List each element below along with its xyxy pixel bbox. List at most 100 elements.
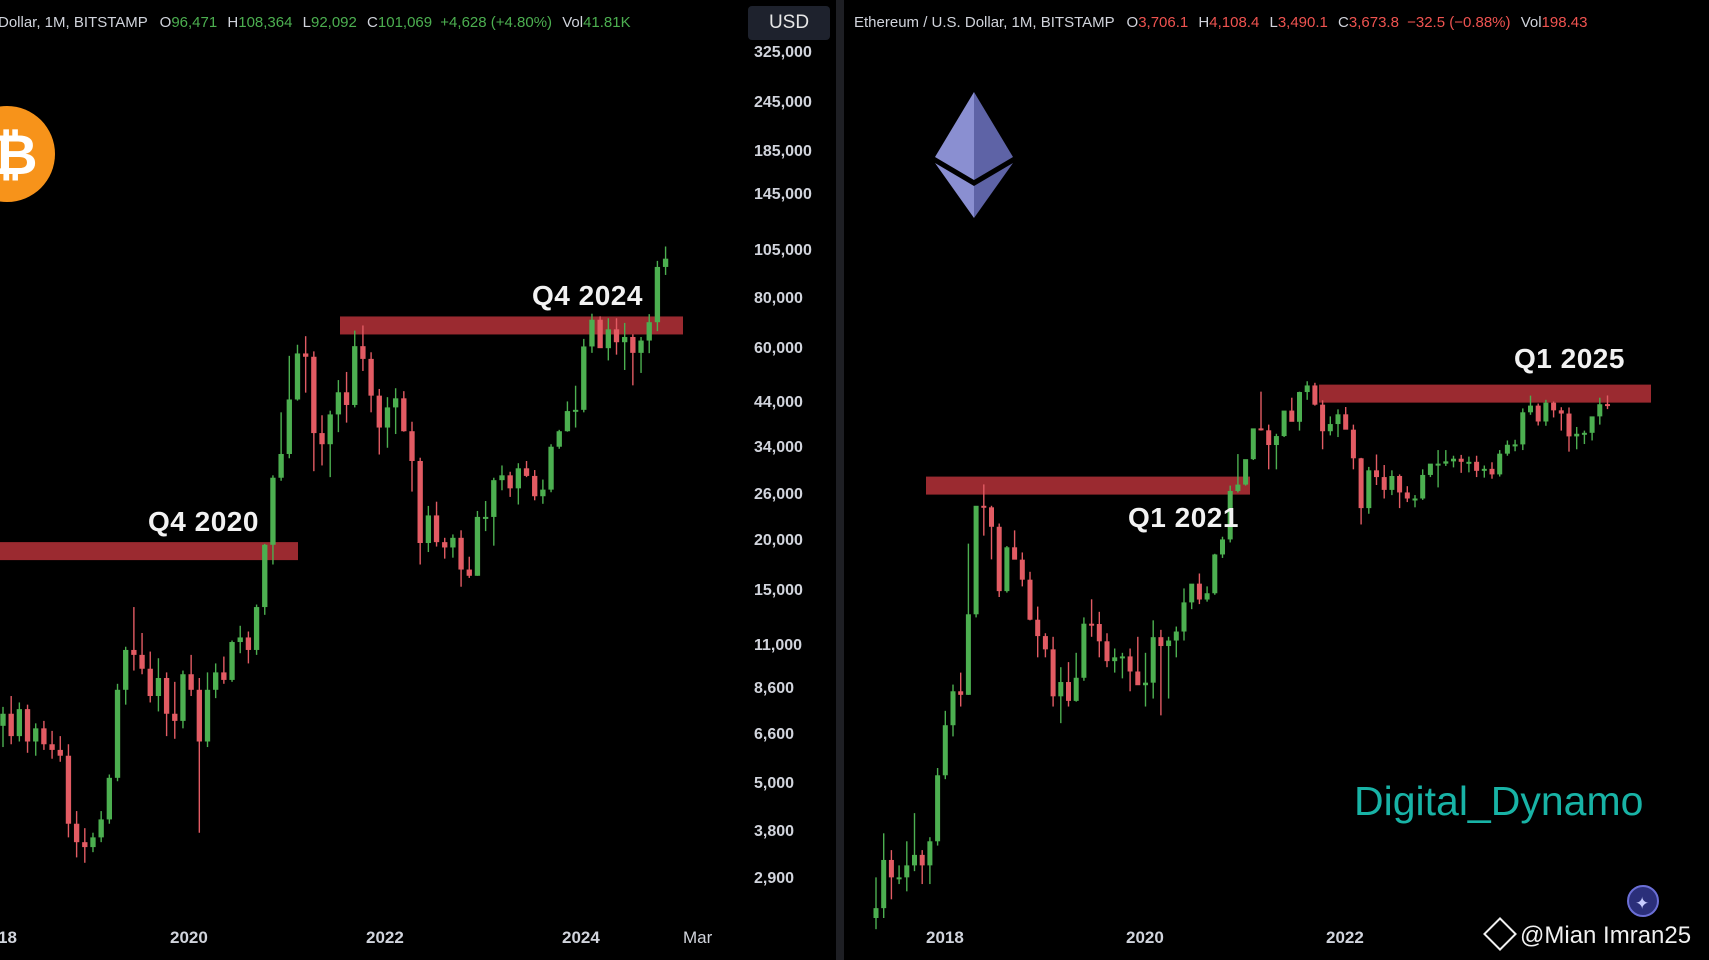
eth-symbol-title: Ethereum / U.S. Dollar, 1M, BITSTAMP [854, 14, 1115, 31]
btc-candle [33, 728, 39, 742]
btc-candle [16, 709, 23, 737]
btc-candle [49, 744, 55, 750]
btc-candle [581, 346, 587, 410]
eth-candle [1243, 459, 1249, 485]
btc-candle [360, 346, 366, 359]
btc-candle [90, 837, 96, 848]
eth-candle [904, 865, 910, 878]
btc-open-key: O [159, 14, 172, 31]
btc-candle [597, 319, 603, 349]
eth-candle [988, 507, 995, 527]
btc-candle [532, 475, 538, 497]
btc-candle [163, 678, 170, 714]
annotation-q1-2021: Q1 2021 [1128, 502, 1239, 533]
btc-chart-panel[interactable]: Dollar, 1M, BITSTAMP O96,471 H108,364 L9… [0, 0, 834, 960]
eth-candle [1258, 428, 1264, 431]
eth-candle [996, 526, 1002, 592]
eth-candle [1304, 385, 1310, 393]
eth-candle [1497, 453, 1503, 475]
btc-symbol-title: Dollar, 1M, BITSTAMP [0, 14, 148, 31]
btc-legend: Dollar, 1M, BITSTAMP O96,471 H108,364 L9… [0, 14, 631, 31]
eth-candle [1065, 682, 1072, 701]
eth-candle [1450, 458, 1457, 462]
star-badge-icon[interactable]: ✦ [1627, 885, 1659, 917]
btc-candle [564, 411, 571, 432]
btc-low-key: L [302, 14, 311, 31]
eth-candle [896, 877, 902, 880]
eth-x-tick-2018: 2018 [926, 928, 964, 947]
eth-candle [1474, 461, 1480, 471]
eth-candle [1350, 429, 1356, 459]
btc-candle [73, 823, 80, 843]
eth-close-key: C [1338, 14, 1349, 31]
btc-y-tick-label: 8,600 [754, 679, 795, 697]
eth-candle [1520, 412, 1526, 445]
eth-resistance-zone [926, 476, 1250, 495]
panel-divider[interactable] [836, 0, 844, 960]
eth-candle [1212, 554, 1218, 594]
eth-high-key: H [1198, 14, 1210, 31]
btc-candle [515, 468, 521, 489]
btc-candle [384, 407, 391, 428]
eth-candle [1112, 657, 1118, 662]
eth-candle [1527, 405, 1534, 413]
btc-candle [343, 392, 350, 405]
btc-candle [262, 544, 268, 608]
annotation-q1-2025: Q1 2025 [1514, 343, 1625, 374]
eth-candle [1597, 404, 1603, 417]
btc-candle [82, 842, 88, 848]
eth-candle [1543, 402, 1549, 422]
eth-candle [1289, 410, 1295, 422]
eth-candle [1504, 444, 1510, 454]
eth-open-value: 3,706.1 [1138, 14, 1189, 31]
eth-candle [911, 854, 918, 866]
eth-candle [1089, 623, 1095, 626]
eth-candle [1142, 682, 1149, 686]
btc-x-tick-2022: 2022 [366, 928, 404, 947]
credit-text: @Mian Imran25 [1483, 916, 1692, 951]
eth-candle [1204, 593, 1210, 600]
eth-candle [1266, 430, 1272, 446]
btc-y-tick-label: 185,000 [754, 142, 812, 160]
eth-candle [873, 908, 879, 918]
btc-candle [237, 637, 243, 643]
eth-candle [1427, 463, 1433, 475]
eth-chart-panel[interactable]: Ethereum / U.S. Dollar, 1M, BITSTAMP O3,… [846, 0, 1709, 960]
btc-candle [196, 689, 202, 742]
eth-candle [1589, 416, 1595, 433]
eth-candle [1404, 492, 1410, 499]
btc-candle [188, 674, 194, 690]
btc-high-value: 108,364 [238, 14, 293, 31]
eth-candle [1058, 682, 1064, 697]
eth-candle [1004, 547, 1010, 592]
eth-candle [1397, 475, 1403, 493]
btc-y-tick-label: 145,000 [754, 185, 812, 203]
eth-high-value: 4,108.4 [1209, 14, 1260, 31]
eth-resistance-zone [1319, 384, 1651, 403]
btc-volume-key: Vol [562, 14, 584, 31]
eth-candle [1035, 619, 1041, 637]
btc-candle [139, 654, 145, 669]
eth-candle [981, 505, 987, 508]
eth-candle [1096, 624, 1102, 642]
btc-candle [204, 689, 211, 742]
btc-candle [65, 755, 72, 824]
eth-candle [1558, 410, 1564, 414]
btc-y-tick-label: 325,000 [754, 44, 812, 62]
btc-candle [98, 819, 104, 838]
eth-candle [1312, 385, 1318, 405]
eth-candle [1535, 405, 1541, 422]
btc-candle [630, 336, 636, 353]
eth-candle [1019, 559, 1025, 580]
credit-label: @Mian Imran25 [1520, 922, 1692, 949]
eth-candle [1173, 631, 1179, 641]
btc-open-value: 96,471 [171, 14, 218, 31]
eth-candle [935, 775, 941, 842]
eth-candle [1366, 470, 1372, 509]
eth-candle [942, 725, 948, 776]
currency-button[interactable]: USD [748, 6, 830, 40]
eth-candle [1158, 637, 1164, 647]
btc-candle [41, 728, 47, 745]
btc-candle [417, 460, 423, 544]
eth-volume-value: 198.43 [1541, 14, 1588, 31]
